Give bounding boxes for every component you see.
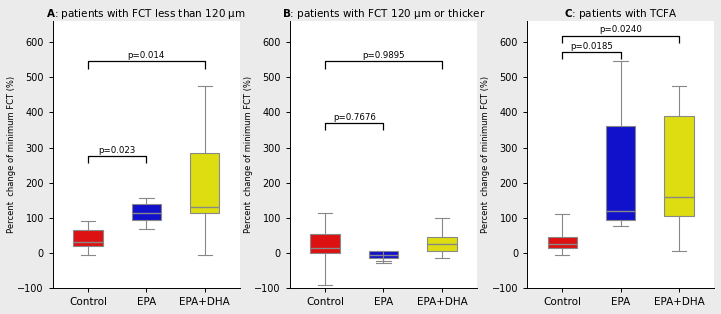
Y-axis label: Percent  change of minimum FCT (%): Percent change of minimum FCT (%) <box>7 76 16 233</box>
Title: $\bf{C}$: patients with TCFA: $\bf{C}$: patients with TCFA <box>564 7 678 21</box>
PathPatch shape <box>369 251 398 258</box>
PathPatch shape <box>606 127 635 219</box>
Text: p=0.014: p=0.014 <box>128 51 165 60</box>
PathPatch shape <box>74 230 102 246</box>
Text: p=0.7676: p=0.7676 <box>333 112 376 122</box>
Title: $\bf{A}$: patients with FCT less than 120 μm: $\bf{A}$: patients with FCT less than 12… <box>46 7 247 21</box>
Y-axis label: Percent  change of minimum FCT (%): Percent change of minimum FCT (%) <box>481 76 490 233</box>
Text: p=0.0240: p=0.0240 <box>599 25 642 35</box>
Text: p=0.023: p=0.023 <box>99 146 136 155</box>
Text: p=0.9895: p=0.9895 <box>362 51 404 60</box>
PathPatch shape <box>664 116 694 216</box>
PathPatch shape <box>428 237 456 251</box>
PathPatch shape <box>190 153 219 213</box>
Title: $\bf{B}$: patients with FCT 120 μm or thicker: $\bf{B}$: patients with FCT 120 μm or th… <box>282 7 485 21</box>
PathPatch shape <box>311 234 340 253</box>
Text: p=0.0185: p=0.0185 <box>570 42 613 51</box>
Y-axis label: Percent  change of minimum FCT (%): Percent change of minimum FCT (%) <box>244 76 253 233</box>
PathPatch shape <box>132 204 161 219</box>
PathPatch shape <box>547 237 577 248</box>
